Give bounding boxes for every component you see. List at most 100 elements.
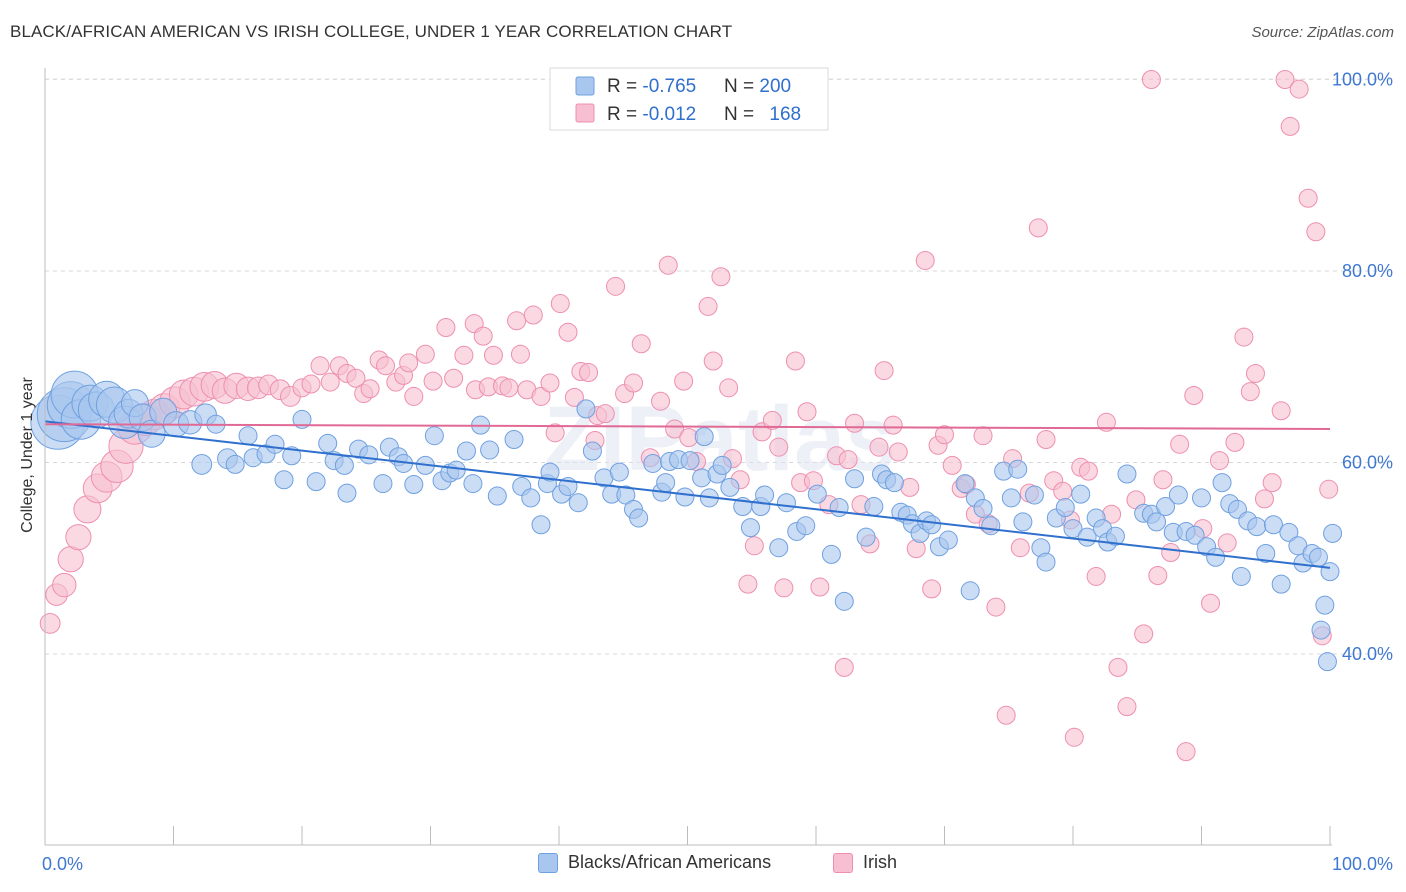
irish-point	[1217, 533, 1237, 553]
series-legend: Blacks/African Americans Irish	[0, 852, 1406, 878]
irish-point	[1184, 385, 1204, 405]
irish-point	[1086, 566, 1106, 586]
black-point	[884, 473, 904, 493]
irish-point	[579, 362, 599, 382]
black-point	[1311, 620, 1331, 640]
black-point	[373, 474, 393, 494]
irish-point	[744, 536, 764, 556]
irish-point	[301, 374, 321, 394]
irish-point	[915, 250, 935, 270]
irish-point	[973, 426, 993, 446]
irish-point	[52, 572, 77, 598]
legend-n-label-pink: N =	[724, 104, 759, 125]
black-point	[981, 516, 1001, 536]
x-tick-label-max: 100.0%	[1332, 854, 1393, 874]
black-point	[1271, 574, 1291, 594]
black-point	[1185, 525, 1205, 545]
black-point	[1206, 547, 1226, 567]
irish-point	[665, 419, 685, 439]
black-point	[238, 426, 258, 446]
black-point	[845, 469, 865, 489]
irish-point	[986, 597, 1006, 617]
irish-point	[1298, 188, 1318, 208]
irish-point	[698, 296, 718, 316]
svg-text:N = 168: N = 168	[724, 104, 801, 125]
black-point	[191, 454, 213, 475]
irish-point	[1280, 116, 1300, 136]
black-point	[1077, 527, 1097, 547]
black-point	[292, 409, 312, 429]
black-point	[680, 451, 700, 471]
black-point	[807, 484, 827, 504]
legend-label-irish: Irish	[863, 852, 898, 872]
black-point	[1055, 498, 1075, 518]
black-point	[463, 474, 483, 494]
legend-swatch-pink	[575, 103, 595, 123]
black-point	[1263, 515, 1283, 535]
irish-point	[1234, 327, 1254, 347]
irish-point	[1275, 70, 1295, 89]
irish-point	[1028, 218, 1048, 238]
black-point	[856, 527, 876, 547]
legend-swatch-irish	[833, 852, 853, 873]
irish-point	[922, 579, 942, 599]
legend-item-irish: Irish	[833, 852, 897, 873]
irish-point	[423, 371, 443, 391]
black-point	[938, 530, 958, 550]
black-point	[521, 488, 541, 508]
svg-text:R = -0.012: R = -0.012	[607, 104, 696, 125]
black-point	[1117, 464, 1137, 484]
black-point	[1013, 512, 1033, 532]
irish-point	[1108, 657, 1128, 677]
irish-point	[1289, 79, 1309, 99]
irish-point	[310, 356, 330, 376]
trend-line-irish	[44, 423, 1331, 430]
black-point	[582, 441, 602, 461]
irish-point	[838, 450, 858, 470]
irish-point	[1262, 473, 1282, 493]
black-point	[1256, 543, 1276, 563]
irish-point	[1254, 489, 1274, 509]
irish-point	[415, 344, 435, 364]
axes	[44, 68, 1332, 846]
irish-point	[1096, 412, 1116, 432]
irish-point	[1170, 434, 1190, 454]
black-point	[487, 486, 507, 506]
black-point	[480, 440, 500, 460]
irish-point	[774, 578, 794, 598]
black-point	[955, 474, 975, 494]
irish-point	[1053, 481, 1073, 501]
black-point	[712, 455, 732, 475]
black-point	[1231, 566, 1251, 586]
irish-point	[65, 524, 92, 551]
irish-point	[845, 413, 865, 433]
legend-r-value-blue: -0.765	[642, 76, 696, 97]
irish-point	[404, 386, 424, 406]
irish-point	[507, 311, 527, 331]
irish-point	[320, 372, 340, 392]
irish-point	[762, 410, 782, 430]
black-point	[1320, 562, 1340, 582]
legend-swatch-black	[538, 852, 558, 873]
irish-point	[674, 371, 694, 391]
legend-item-black: Blacks/African Americans	[538, 852, 771, 873]
black-point	[1308, 547, 1328, 567]
irish-point	[935, 425, 954, 445]
legend-n-value-blue: 200	[759, 76, 791, 97]
irish-point	[1209, 451, 1229, 471]
black-point	[1279, 522, 1299, 542]
irish-point	[703, 351, 723, 371]
black-point	[1071, 484, 1091, 504]
irish-point	[376, 356, 396, 376]
legend-swatch-blue	[575, 76, 595, 96]
irish-point	[1225, 432, 1245, 452]
black-point	[576, 399, 596, 419]
irish-point	[523, 305, 543, 325]
black-point	[720, 477, 740, 497]
legend-r-label-pink: R =	[607, 104, 642, 125]
y-tick-label: 40.0%	[1342, 644, 1393, 664]
black-point	[504, 430, 524, 450]
irish-point	[719, 378, 739, 398]
black-point	[740, 518, 760, 538]
